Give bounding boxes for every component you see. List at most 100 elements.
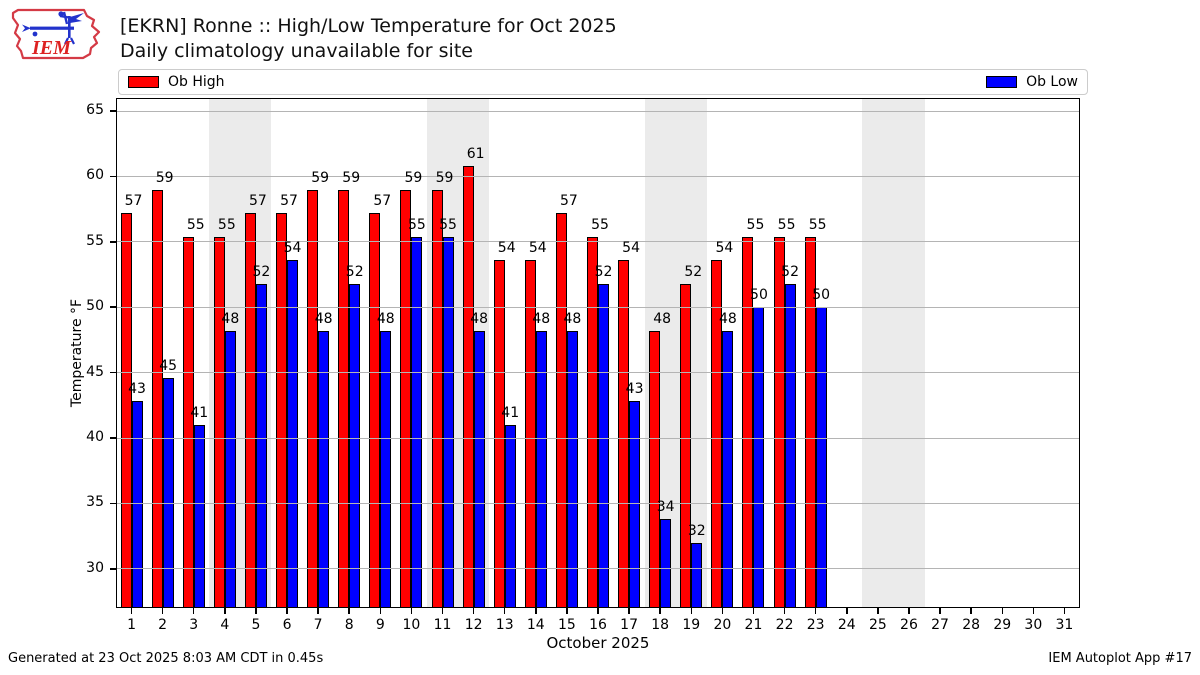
x-tick-label: 20 <box>713 617 732 633</box>
ob-high-bar <box>493 260 505 608</box>
x-tick-label: 5 <box>251 617 261 633</box>
x-tick-label: 23 <box>806 617 825 633</box>
iem-logo: IEM <box>11 8 101 60</box>
logo-text: IEM <box>31 37 72 59</box>
ob-low-value-label: 48 <box>470 310 489 327</box>
ob-high-bar <box>462 166 474 608</box>
y-tickmark <box>110 502 116 505</box>
x-tickmark <box>192 608 195 614</box>
ob-low-bar <box>411 236 423 608</box>
ob-low-bar <box>535 330 547 608</box>
ob-high-bar <box>587 236 598 608</box>
y-gridline <box>116 568 1080 570</box>
x-tickmark <box>1001 608 1003 614</box>
x-tickmark <box>690 608 693 614</box>
title-block: [EKRN] Ronne :: High/Low Temperature for… <box>120 14 617 64</box>
ob-high-value-label: 57 <box>559 193 578 210</box>
x-tick-label: 16 <box>589 617 607 633</box>
weekend-band <box>209 98 272 608</box>
x-tickmark <box>317 608 319 614</box>
x-tickmark <box>721 608 724 614</box>
ob-low-bar <box>660 519 672 608</box>
y-gridline <box>116 437 1080 439</box>
ob-low-value-label: 52 <box>781 263 799 280</box>
ob-low-value-label: 32 <box>687 522 706 539</box>
ob-high-bar <box>276 213 288 608</box>
x-tickmark <box>379 608 382 614</box>
ob-low-value-label: 48 <box>563 310 582 327</box>
y-tick-label: 60 <box>86 167 104 184</box>
ob-low-value-label: 48 <box>221 310 240 327</box>
x-tickmark <box>597 608 599 614</box>
ob-low-label: Ob Low <box>1026 74 1078 90</box>
x-tickmark <box>286 608 288 614</box>
ob-low-bar <box>442 236 454 608</box>
x-tickmark <box>130 608 133 614</box>
x-tick-label: 9 <box>375 617 385 633</box>
weekend-band <box>644 98 707 608</box>
x-tickmark <box>410 608 413 614</box>
ob-low-value-label: 41 <box>501 404 520 421</box>
y-tickmark <box>110 437 116 439</box>
x-tick-label: 11 <box>433 617 452 633</box>
y-tickmark <box>110 175 116 178</box>
ob-low-value-label: 55 <box>439 216 457 233</box>
y-gridline <box>116 306 1080 308</box>
ob-low-value-label: 52 <box>345 263 364 280</box>
x-tick-label: 29 <box>993 617 1012 633</box>
ob-low-value-label: 48 <box>376 310 395 327</box>
autoplot-app-credit: IEM Autoplot App #17 <box>1048 651 1192 666</box>
x-tickmark <box>908 608 910 614</box>
ob-high-swatch <box>128 76 159 88</box>
x-tickmark <box>503 608 506 614</box>
y-tickmark <box>110 241 116 243</box>
x-tick-label: 28 <box>962 617 981 633</box>
y-tick-label: 30 <box>86 559 104 576</box>
ob-high-bar <box>307 189 319 608</box>
x-tick-label: 19 <box>682 617 701 633</box>
ob-high-value-label: 59 <box>155 169 174 186</box>
generated-timestamp: Generated at 23 Oct 2025 8:03 AM CDT in … <box>8 651 324 666</box>
ob-high-bar <box>773 236 785 608</box>
ob-low-value-label: 52 <box>594 263 613 280</box>
ob-high-bar <box>618 260 630 608</box>
iowa-outline <box>11 8 101 60</box>
ob-high-value-label: 55 <box>217 216 236 233</box>
y-tickmark <box>110 568 116 570</box>
x-tickmark <box>566 608 568 614</box>
x-tickmark <box>441 608 444 614</box>
ob-low-bar <box>255 283 267 608</box>
x-tick-label: 17 <box>620 617 638 633</box>
ob-high-value-label: 57 <box>373 193 392 210</box>
x-tickmark <box>846 608 848 614</box>
x-tickmark <box>877 608 879 614</box>
x-tick-label: 22 <box>775 617 794 633</box>
legend: Ob High Ob Low <box>118 69 1088 95</box>
ob-low-value-label: 45 <box>159 357 178 374</box>
ob-high-bar <box>244 213 256 608</box>
x-tickmark <box>535 608 537 614</box>
ob-high-value-label: 54 <box>528 240 547 257</box>
x-tickmark <box>659 608 661 614</box>
ob-low-bar <box>224 330 236 608</box>
ob-low-bar <box>349 283 361 608</box>
ob-high-value-label: 55 <box>808 216 827 233</box>
x-tick-label: 26 <box>900 617 918 633</box>
x-tick-label: 31 <box>1055 617 1074 633</box>
x-tickmark <box>1032 608 1035 614</box>
x-tickmark <box>472 608 475 614</box>
ob-high-bar <box>369 213 381 608</box>
ob-high-bar <box>431 189 443 608</box>
ob-low-value-label: 52 <box>252 263 271 280</box>
ob-low-value-label: 50 <box>812 287 831 304</box>
ob-low-bar <box>473 330 485 608</box>
ob-low-bar <box>598 283 609 608</box>
y-tick-label: 55 <box>86 232 104 249</box>
x-tick-label: 25 <box>868 617 887 633</box>
ob-high-value-label: 59 <box>311 169 330 186</box>
x-tickmark <box>1063 608 1066 614</box>
x-tickmark <box>161 608 164 614</box>
ob-high-bar <box>151 189 163 608</box>
ob-low-value-label: 48 <box>532 310 551 327</box>
